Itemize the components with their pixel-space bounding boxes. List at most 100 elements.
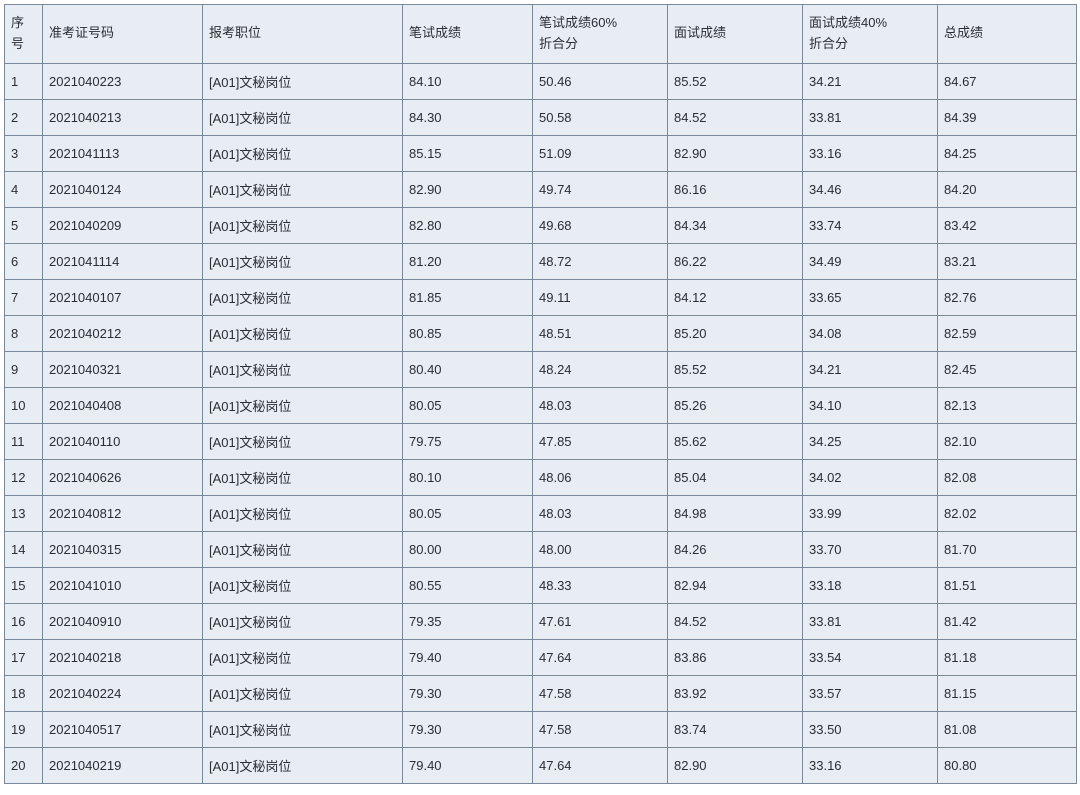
score-table: 序号准考证号码报考职位笔试成绩笔试成绩60%折合分面试成绩面试成绩40%折合分总…: [4, 4, 1077, 784]
cell-total: 82.08: [938, 459, 1077, 495]
cell-interview_40: 34.46: [803, 171, 938, 207]
cell-position: [A01]文秘岗位: [203, 135, 403, 171]
cell-position: [A01]文秘岗位: [203, 567, 403, 603]
cell-seq: 2: [5, 99, 43, 135]
cell-written_60: 49.74: [533, 171, 668, 207]
cell-total: 81.51: [938, 567, 1077, 603]
cell-written_score: 84.10: [403, 63, 533, 99]
cell-interview_40: 33.16: [803, 135, 938, 171]
cell-position: [A01]文秘岗位: [203, 171, 403, 207]
cell-total: 84.25: [938, 135, 1077, 171]
cell-seq: 17: [5, 639, 43, 675]
cell-written_score: 80.10: [403, 459, 533, 495]
cell-interview_score: 84.26: [668, 531, 803, 567]
cell-interview_40: 33.54: [803, 639, 938, 675]
cell-interview_40: 33.81: [803, 603, 938, 639]
cell-interview_40: 33.18: [803, 567, 938, 603]
cell-exam_no: 2021040219: [43, 747, 203, 783]
cell-exam_no: 2021040124: [43, 171, 203, 207]
cell-interview_score: 83.74: [668, 711, 803, 747]
cell-position: [A01]文秘岗位: [203, 603, 403, 639]
cell-written_60: 48.33: [533, 567, 668, 603]
cell-total: 82.76: [938, 279, 1077, 315]
cell-position: [A01]文秘岗位: [203, 279, 403, 315]
table-row: 82021040212[A01]文秘岗位80.8548.5185.2034.08…: [5, 315, 1077, 351]
col-header-position: 报考职位: [203, 5, 403, 64]
cell-interview_score: 84.52: [668, 99, 803, 135]
table-row: 22021040213[A01]文秘岗位84.3050.5884.5233.81…: [5, 99, 1077, 135]
cell-position: [A01]文秘岗位: [203, 243, 403, 279]
cell-exam_no: 2021040218: [43, 639, 203, 675]
cell-interview_score: 86.22: [668, 243, 803, 279]
cell-exam_no: 2021040812: [43, 495, 203, 531]
cell-written_60: 48.06: [533, 459, 668, 495]
cell-interview_score: 85.52: [668, 63, 803, 99]
cell-interview_score: 84.12: [668, 279, 803, 315]
cell-exam_no: 2021041010: [43, 567, 203, 603]
col-header-line: 笔试成绩60%: [539, 15, 617, 30]
cell-exam_no: 2021040408: [43, 387, 203, 423]
cell-position: [A01]文秘岗位: [203, 459, 403, 495]
cell-exam_no: 2021040321: [43, 351, 203, 387]
cell-written_60: 48.03: [533, 387, 668, 423]
cell-interview_40: 34.21: [803, 63, 938, 99]
cell-total: 80.80: [938, 747, 1077, 783]
cell-written_60: 48.51: [533, 315, 668, 351]
cell-interview_40: 33.81: [803, 99, 938, 135]
cell-exam_no: 2021040626: [43, 459, 203, 495]
cell-written_score: 80.05: [403, 387, 533, 423]
cell-position: [A01]文秘岗位: [203, 675, 403, 711]
table-row: 42021040124[A01]文秘岗位82.9049.7486.1634.46…: [5, 171, 1077, 207]
cell-seq: 9: [5, 351, 43, 387]
table-row: 162021040910[A01]文秘岗位79.3547.6184.5233.8…: [5, 603, 1077, 639]
col-header-line: 折合分: [809, 36, 848, 51]
cell-interview_40: 33.99: [803, 495, 938, 531]
cell-total: 82.02: [938, 495, 1077, 531]
cell-written_60: 48.72: [533, 243, 668, 279]
cell-seq: 15: [5, 567, 43, 603]
cell-seq: 14: [5, 531, 43, 567]
cell-written_score: 80.40: [403, 351, 533, 387]
cell-total: 84.67: [938, 63, 1077, 99]
cell-written_score: 79.35: [403, 603, 533, 639]
cell-exam_no: 2021040212: [43, 315, 203, 351]
cell-total: 84.20: [938, 171, 1077, 207]
cell-interview_score: 82.94: [668, 567, 803, 603]
cell-written_60: 49.68: [533, 207, 668, 243]
cell-written_score: 81.20: [403, 243, 533, 279]
cell-exam_no: 2021040517: [43, 711, 203, 747]
table-row: 92021040321[A01]文秘岗位80.4048.2485.5234.21…: [5, 351, 1077, 387]
cell-seq: 6: [5, 243, 43, 279]
cell-written_score: 82.80: [403, 207, 533, 243]
cell-position: [A01]文秘岗位: [203, 387, 403, 423]
cell-interview_score: 83.86: [668, 639, 803, 675]
cell-position: [A01]文秘岗位: [203, 63, 403, 99]
cell-interview_score: 84.52: [668, 603, 803, 639]
table-row: 72021040107[A01]文秘岗位81.8549.1184.1233.65…: [5, 279, 1077, 315]
table-header: 序号准考证号码报考职位笔试成绩笔试成绩60%折合分面试成绩面试成绩40%折合分总…: [5, 5, 1077, 64]
cell-written_score: 82.90: [403, 171, 533, 207]
cell-written_60: 48.24: [533, 351, 668, 387]
table-row: 122021040626[A01]文秘岗位80.1048.0685.0434.0…: [5, 459, 1077, 495]
table-body: 12021040223[A01]文秘岗位84.1050.4685.5234.21…: [5, 63, 1077, 783]
table-row: 152021041010[A01]文秘岗位80.5548.3382.9433.1…: [5, 567, 1077, 603]
cell-interview_score: 84.34: [668, 207, 803, 243]
cell-interview_score: 83.92: [668, 675, 803, 711]
table-row: 142021040315[A01]文秘岗位80.0048.0084.2633.7…: [5, 531, 1077, 567]
cell-total: 81.08: [938, 711, 1077, 747]
cell-written_60: 48.03: [533, 495, 668, 531]
cell-written_score: 85.15: [403, 135, 533, 171]
cell-written_score: 80.05: [403, 495, 533, 531]
table-row: 52021040209[A01]文秘岗位82.8049.6884.3433.74…: [5, 207, 1077, 243]
table-row: 202021040219[A01]文秘岗位79.4047.6482.9033.1…: [5, 747, 1077, 783]
cell-interview_score: 86.16: [668, 171, 803, 207]
cell-interview_40: 34.21: [803, 351, 938, 387]
table-row: 132021040812[A01]文秘岗位80.0548.0384.9833.9…: [5, 495, 1077, 531]
col-header-written_score: 笔试成绩: [403, 5, 533, 64]
cell-seq: 11: [5, 423, 43, 459]
cell-written_60: 47.85: [533, 423, 668, 459]
cell-exam_no: 2021041113: [43, 135, 203, 171]
cell-total: 83.21: [938, 243, 1077, 279]
cell-position: [A01]文秘岗位: [203, 711, 403, 747]
cell-seq: 8: [5, 315, 43, 351]
